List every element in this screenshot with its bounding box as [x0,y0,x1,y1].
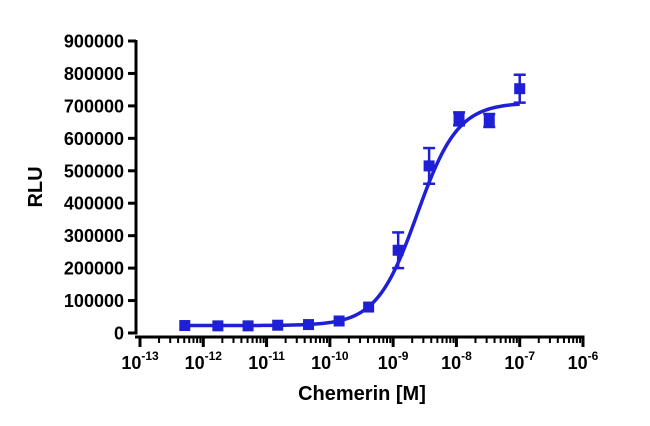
y-tick-label: 100000 [64,291,124,311]
x-axis-title: Chemerin [M] [298,383,426,405]
x-tick-label: 10-11 [248,349,285,373]
x-tick-label: 10-9 [378,349,409,373]
x-tick-label: 10-8 [441,349,472,373]
x-tick-label: 10-12 [185,349,223,373]
y-axis: 0 100000 200000 300000 400000 500000 600000 700… [64,32,138,344]
data-point [333,315,345,327]
plot-area [179,73,526,332]
fit-curve [184,102,520,328]
y-tick-label: 200000 [64,259,124,279]
data-point [363,301,375,313]
data-marker [453,113,465,125]
y-tick-label: 700000 [64,96,124,116]
data-point [392,231,405,270]
data-point [453,111,466,127]
x-tick-label: 10-13 [121,349,159,373]
data-point [513,73,526,104]
data-marker [363,301,375,313]
y-axis-title: RLU [25,166,47,207]
y-tick-label: 300000 [64,226,124,246]
data-point [303,319,315,331]
data-point [423,146,436,186]
x-tick-label: 10-7 [504,349,535,373]
data-point [242,320,254,332]
data-marker [423,160,435,172]
x-tick-label: 10-6 [568,349,599,373]
data-point [483,112,496,129]
y-tick-label: 400000 [64,194,124,214]
data-marker [483,114,495,126]
y-tick-label: 0 [114,324,124,344]
y-tick-label: 900000 [64,32,124,52]
data-marker [272,319,284,331]
data-point [272,319,284,331]
data-marker [212,320,224,332]
data-marker [179,320,191,332]
y-tick-label: 600000 [64,129,124,149]
data-marker [242,320,254,332]
data-marker [333,315,345,327]
data-point [179,320,191,332]
y-tick-label: 800000 [64,64,124,84]
x-tick-label: 10-10 [311,349,349,373]
data-marker [303,319,315,331]
y-tick-label: 500000 [64,161,124,181]
data-point [212,320,224,332]
x-axis: 10-13 10-12 10-11 10-10 10-9 10-8 10-7 10-6 [121,335,599,373]
data-marker [514,83,526,95]
data-marker [392,244,404,256]
